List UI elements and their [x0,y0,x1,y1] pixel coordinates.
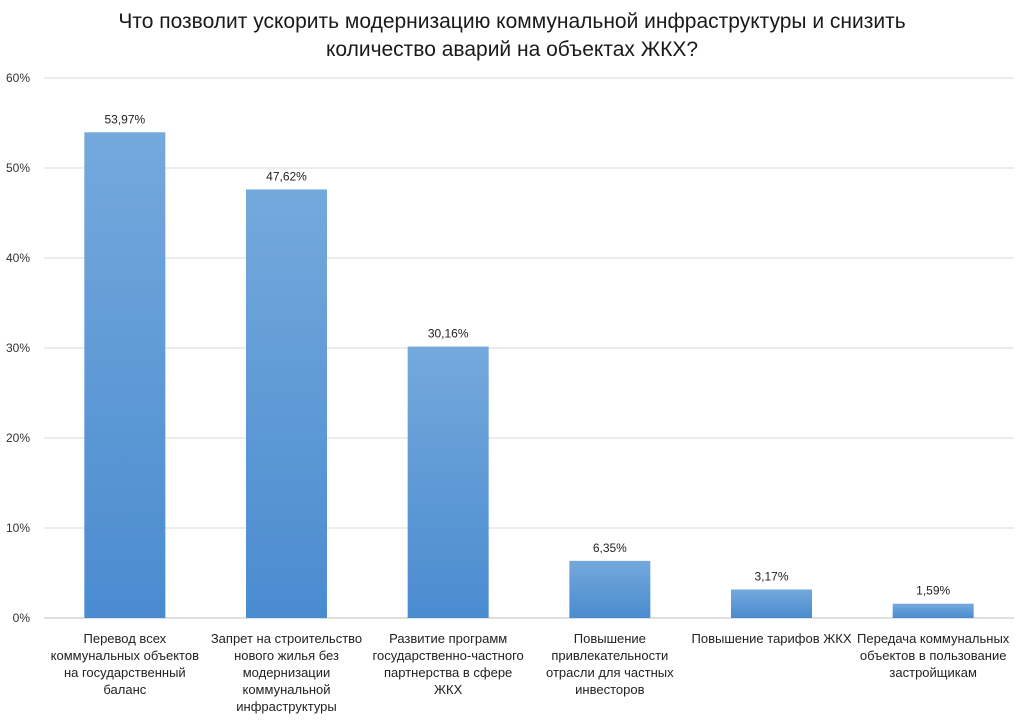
bars [84,132,974,619]
chart-title-line-1: Что позволит ускорить модернизацию комму… [118,10,906,33]
x-category-label: Повышение привлекательности отрасли для … [546,631,674,697]
y-tick-label: 40% [6,251,30,265]
y-tick-label: 20% [6,431,30,445]
data-label: 3,17% [754,569,788,583]
data-label: 47,62% [266,169,307,183]
bar [731,589,812,618]
x-category-label: Повышение тарифов ЖКХ [691,631,852,646]
x-category-label: Передача коммунальных объектов в пользов… [857,631,1010,680]
y-tick-label: 60% [6,71,30,85]
data-label: 6,35% [593,541,627,555]
y-axis-ticks: 0% 10% 20% 30% 40% 50% 60% [6,71,30,625]
bar [569,560,651,618]
bar [84,132,166,618]
chart-title: Что позволит ускорить модернизацию комму… [0,8,1024,64]
data-label: 53,97% [104,112,145,126]
y-tick-label: 0% [13,611,31,625]
y-tick-label: 10% [6,521,30,535]
data-label: 30,16% [428,327,469,341]
x-category-label: Перевод всех коммунальных объектов на го… [50,631,200,697]
bar [892,603,974,618]
data-label: 1,59% [916,584,950,598]
bar [246,189,327,619]
x-category-label: Запрет на строительство нового жилья без… [210,631,363,714]
bar [407,346,489,618]
y-tick-label: 30% [6,341,30,355]
y-tick-label: 50% [6,161,30,175]
gridlines [44,77,1014,619]
data-labels: 53,97% 47,62% 30,16% 6,35% 3,17% 1,59% [104,112,950,597]
x-category-label: Развитие программ государственно-частног… [372,631,524,697]
chart-title-line-2: количество аварий на объектах ЖКХ? [325,38,699,61]
